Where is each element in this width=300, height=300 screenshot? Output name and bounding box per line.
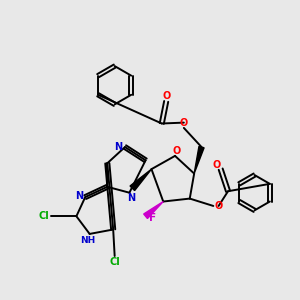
Text: O: O xyxy=(162,91,170,101)
Text: O: O xyxy=(212,160,220,170)
Polygon shape xyxy=(194,146,204,174)
Text: NH: NH xyxy=(80,236,96,245)
Text: O: O xyxy=(214,201,223,211)
Text: N: N xyxy=(114,142,123,152)
Polygon shape xyxy=(144,202,163,218)
Text: N: N xyxy=(75,190,83,201)
Text: Cl: Cl xyxy=(109,257,120,267)
Text: F: F xyxy=(149,213,157,223)
Text: O: O xyxy=(180,118,188,128)
Polygon shape xyxy=(130,169,152,190)
Text: N: N xyxy=(127,193,135,203)
Text: O: O xyxy=(172,146,181,156)
Text: Cl: Cl xyxy=(39,211,50,221)
